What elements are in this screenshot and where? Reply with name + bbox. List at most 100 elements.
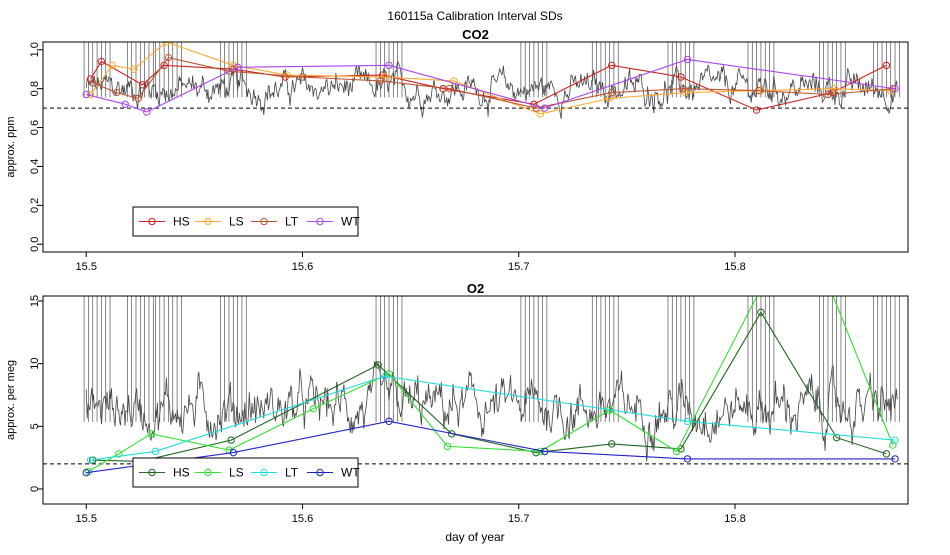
x-tick-label: 15.5 — [76, 261, 97, 273]
panel-title: CO2 — [462, 27, 489, 42]
series-point-hs — [229, 65, 238, 73]
series-point-hs — [160, 61, 168, 70]
series-point-wt — [541, 447, 549, 456]
series-point-hs — [828, 88, 837, 97]
legend-label-ls: LS — [229, 215, 244, 229]
legend-label-hs: HS — [173, 466, 190, 480]
series-point-hs — [138, 81, 147, 89]
x-tick-label: 15.8 — [724, 513, 745, 525]
series-point-lt — [376, 77, 385, 85]
legend-label-hs: HS — [173, 215, 190, 229]
series-point-ls — [536, 110, 545, 118]
figure-title: 160115a Calibration Interval SDs — [387, 9, 562, 23]
series-point-hs — [97, 57, 106, 66]
y-axis-label: approx. ppm — [5, 116, 17, 177]
series-line-wt — [86, 58, 896, 113]
series-point-lt — [89, 79, 97, 87]
y-tick-label: 15 — [29, 295, 41, 307]
series-line-wt — [86, 420, 895, 474]
series-point-wt — [891, 84, 899, 93]
series-line-lt — [92, 56, 893, 109]
series-point-lt — [298, 73, 307, 81]
y-tick-label: 10 — [29, 358, 41, 370]
series-point-wt — [683, 455, 692, 463]
series-point-hs — [227, 436, 235, 444]
background-trace — [85, 61, 898, 119]
legend-swatch-point — [316, 217, 324, 226]
series-point-ls — [229, 61, 238, 70]
plot-frame — [42, 41, 909, 253]
legend-swatch-point — [316, 468, 324, 477]
series-line-ls — [90, 42, 891, 115]
series-point-ls — [889, 441, 897, 449]
plot-frame — [42, 295, 909, 505]
y-tick-label: 5 — [29, 423, 41, 429]
series-point-ls — [162, 42, 170, 46]
series-point-wt — [385, 417, 393, 426]
x-tick-label: 15.7 — [508, 261, 529, 273]
x-tick-label: 15.6 — [292, 513, 313, 525]
series-point-wt — [683, 55, 692, 64]
series-point-lt — [683, 417, 692, 426]
y-tick-label: 0.6 — [29, 120, 41, 135]
legend-swatch-point — [204, 468, 212, 477]
legend-swatch-point — [148, 468, 156, 477]
series-point-hs — [757, 308, 765, 316]
legend-swatch-point — [260, 217, 268, 226]
series-point-ls — [147, 430, 155, 438]
series-point-wt — [385, 61, 393, 70]
series-point-hs — [86, 75, 95, 83]
legend-swatch-point — [204, 217, 212, 226]
series-point-hs — [882, 61, 891, 70]
series-point-ls — [108, 61, 116, 70]
series-point-lt — [151, 447, 160, 456]
series-point-wt — [891, 455, 899, 463]
series-point-ls — [380, 73, 389, 81]
series-point-ls — [130, 65, 138, 73]
y-tick-label: 0.0 — [29, 237, 41, 252]
legend-label-wt: WT — [341, 466, 360, 480]
legend-label-wt: WT — [341, 215, 360, 229]
y-tick-label: 0.8 — [29, 81, 41, 96]
series-point-lt — [889, 84, 897, 93]
series-point-lt — [86, 456, 95, 464]
series-point-wt — [233, 63, 242, 71]
series-point-hs — [752, 106, 761, 114]
series-point-lt — [112, 88, 121, 97]
legend-swatch-point — [260, 468, 268, 477]
chart-panel-o2: O2 approx. per meg 0 5 10 15 15.5 15.6 15.7 15.8 H… — [5, 210, 909, 525]
series-point-hs — [281, 73, 289, 81]
y-tick-label: 0.4 — [29, 159, 41, 174]
series-point-ls — [309, 405, 318, 413]
x-tick-label: 15.5 — [76, 513, 97, 525]
series-point-ls — [450, 77, 458, 85]
series-point-wt — [229, 448, 238, 457]
series-point-wt — [82, 468, 90, 477]
series-point-lt — [679, 84, 687, 93]
series-point-wt — [541, 104, 549, 112]
x-tick-label: 15.7 — [508, 513, 529, 525]
plot-area — [43, 42, 908, 119]
series-point-wt — [121, 100, 129, 108]
series-point-ls — [887, 86, 895, 95]
series-line-lt — [90, 375, 896, 461]
legend-label-ls: LS — [229, 466, 244, 480]
series-point-ls — [672, 447, 681, 456]
series-point-hs — [608, 61, 616, 70]
series-point-ls — [830, 84, 839, 93]
series-point-hs — [882, 450, 891, 458]
x-tick-label: 15.8 — [724, 261, 745, 273]
background-trace — [85, 361, 898, 462]
series-point-wt — [143, 108, 151, 116]
series-point-ls — [114, 450, 123, 458]
series-line-hs — [90, 60, 887, 111]
series-point-ls — [797, 210, 803, 216]
y-tick-label: 0.2 — [29, 198, 41, 213]
series-point-lt — [608, 88, 616, 97]
series-point-ls — [681, 88, 689, 97]
plot-area — [43, 210, 908, 477]
series-point-lt — [755, 86, 763, 95]
legend-swatch-point — [148, 217, 156, 226]
